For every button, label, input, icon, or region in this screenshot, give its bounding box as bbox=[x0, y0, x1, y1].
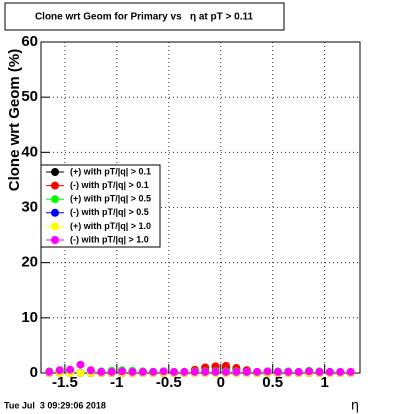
legend-marker bbox=[51, 222, 59, 231]
y-tick-label: 20 bbox=[21, 254, 38, 271]
marker bbox=[66, 365, 75, 374]
marker bbox=[128, 367, 137, 376]
marker bbox=[232, 367, 241, 376]
y-tick-label: 60 bbox=[21, 33, 38, 50]
x-tick-label: 1 bbox=[320, 374, 328, 391]
marker bbox=[45, 367, 54, 376]
title-box bbox=[4, 2, 285, 31]
legend-label: (+) with pT/|q| > 0.1 bbox=[70, 166, 151, 176]
marker bbox=[221, 367, 230, 376]
marker bbox=[190, 367, 199, 376]
marker bbox=[294, 367, 303, 376]
x-tick-label: -1 bbox=[110, 374, 123, 391]
legend-marker bbox=[51, 195, 59, 204]
marker bbox=[170, 367, 179, 376]
marker bbox=[138, 367, 147, 376]
marker bbox=[325, 367, 334, 376]
marker bbox=[253, 367, 262, 376]
marker bbox=[273, 367, 282, 376]
marker bbox=[76, 369, 85, 377]
marker bbox=[346, 367, 355, 376]
y-tick-label: 50 bbox=[21, 88, 38, 105]
marker bbox=[201, 367, 210, 376]
y-axis-label: Clone wrt Geom (%) bbox=[6, 49, 23, 192]
timestamp: Tue Jul 3 09:29:06 2018 bbox=[4, 400, 106, 410]
y-tick-label: 10 bbox=[21, 309, 38, 326]
x-tick-label: -0.5 bbox=[156, 374, 182, 391]
legend-label: (+) with pT/|q| > 1.0 bbox=[70, 221, 151, 231]
y-tick-label: 40 bbox=[21, 143, 38, 160]
marker bbox=[97, 367, 106, 376]
legend-marker bbox=[51, 168, 59, 176]
legend-box bbox=[40, 164, 161, 248]
marker bbox=[86, 366, 95, 375]
legend-label: (+) with pT/|q| > 0.5 bbox=[70, 194, 151, 204]
x-axis-label: η bbox=[351, 397, 359, 413]
legend-label: (-) with pT/|q| > 0.1 bbox=[70, 180, 149, 190]
marker bbox=[263, 367, 272, 376]
marker bbox=[242, 367, 251, 376]
marker bbox=[118, 367, 127, 376]
y-tick-label: 0 bbox=[30, 364, 38, 381]
marker bbox=[336, 367, 345, 376]
marker bbox=[315, 367, 324, 376]
marker bbox=[180, 367, 189, 376]
marker bbox=[107, 367, 116, 376]
legend-marker bbox=[51, 181, 59, 190]
x-tick-label: 0.5 bbox=[262, 374, 283, 391]
marker bbox=[159, 367, 168, 376]
chart-title: Clone wrt Geom for Primary vs η at pT > … bbox=[35, 12, 254, 23]
legend-marker bbox=[51, 208, 59, 217]
marker bbox=[149, 367, 158, 376]
marker bbox=[284, 367, 293, 376]
legend-label: (-) with pT/|q| > 0.5 bbox=[70, 207, 149, 217]
marker bbox=[76, 360, 85, 369]
x-tick-label: 0 bbox=[217, 374, 225, 391]
marker bbox=[211, 367, 220, 376]
y-tick-label: 30 bbox=[21, 198, 38, 215]
marker bbox=[221, 361, 230, 370]
x-tick-label: -1.5 bbox=[52, 374, 78, 391]
legend-label: (-) with pT/|q| > 1.0 bbox=[70, 234, 149, 244]
marker bbox=[55, 366, 64, 375]
marker bbox=[305, 367, 314, 376]
legend-marker bbox=[51, 236, 59, 244]
